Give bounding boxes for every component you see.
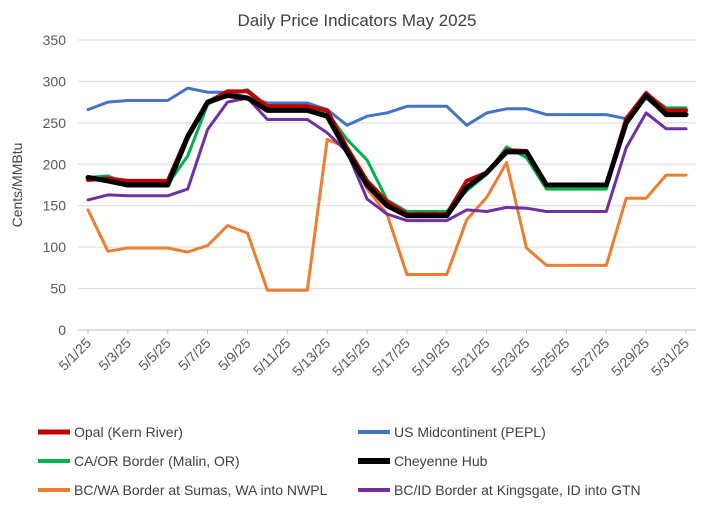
y-tick-label: 200 (43, 156, 67, 172)
chart-title: Daily Price Indicators May 2025 (237, 11, 476, 30)
legend-item: Opal (Kern River) (38, 424, 183, 440)
y-tick-label: 250 (43, 115, 67, 131)
legend-label: BC/ID Border at Kingsgate, ID into GTN (394, 482, 641, 498)
legend-label: Cheyenne Hub (394, 453, 488, 469)
x-tick-label: 5/7/25 (175, 335, 214, 374)
legend-label: Opal (Kern River) (74, 424, 183, 440)
legend-label: US Midcontinent (PEPL) (394, 424, 546, 440)
x-tick-label: 5/15/25 (329, 335, 373, 379)
series-line-opal-kern-river (86, 89, 688, 216)
legend-item: CA/OR Border (Malin, OR) (38, 453, 240, 469)
y-tick-label: 300 (43, 73, 67, 89)
x-tick-label: 5/21/25 (448, 335, 492, 379)
series-line-bc-id-border-at-kingsgate-id-into-gtn (86, 96, 688, 223)
x-tick-label: 5/23/25 (488, 335, 532, 379)
legend-item: US Midcontinent (PEPL) (358, 424, 546, 440)
x-axis-ticks: 5/1/25 5/3/25 5/5/25 5/7/25 5/9/255/11/255/1… (55, 330, 692, 379)
x-tick-label: 5/19/25 (409, 335, 453, 379)
y-axis-ticks: 0 50 100 150 200 250 300 350 (43, 32, 67, 338)
x-tick-label: 5/29/25 (608, 335, 652, 379)
legend-label: CA/OR Border (Malin, OR) (74, 453, 240, 469)
y-tick-label: 0 (58, 322, 66, 338)
series-line-us-midcontinent-pepl (86, 86, 688, 127)
x-tick-label: 5/13/25 (289, 335, 333, 379)
x-tick-label: 5/27/25 (568, 335, 612, 379)
x-tick-label: 5/3/25 (95, 335, 134, 374)
x-tick-label: 5/31/25 (648, 335, 692, 379)
legend-item: BC/WA Border at Sumas, WA into NWPL (38, 482, 328, 498)
y-tick-label: 100 (43, 239, 67, 255)
y-tick-label: 50 (50, 281, 66, 297)
y-tick-label: 350 (43, 32, 67, 48)
y-tick-label: 150 (43, 198, 67, 214)
x-tick-label: 5/25/25 (528, 335, 572, 379)
y-axis-title: Cents/MMBtu (9, 143, 25, 228)
x-tick-label: 5/1/25 (55, 335, 94, 374)
x-tick-label: 5/5/25 (135, 335, 174, 374)
x-tick-label: 5/17/25 (369, 335, 413, 379)
series-line-cheyenne-hub (85, 93, 689, 219)
legend-item: BC/ID Border at Kingsgate, ID into GTN (358, 482, 641, 498)
x-tick-label: 5/9/25 (215, 335, 254, 374)
legend-label: BC/WA Border at Sumas, WA into NWPL (74, 482, 328, 498)
legend-item: Cheyenne Hub (358, 453, 488, 469)
series-lines (85, 86, 689, 292)
legend: Opal (Kern River) US Midcontinent (PEPL) C… (38, 424, 641, 498)
x-tick-label: 5/11/25 (250, 335, 294, 379)
